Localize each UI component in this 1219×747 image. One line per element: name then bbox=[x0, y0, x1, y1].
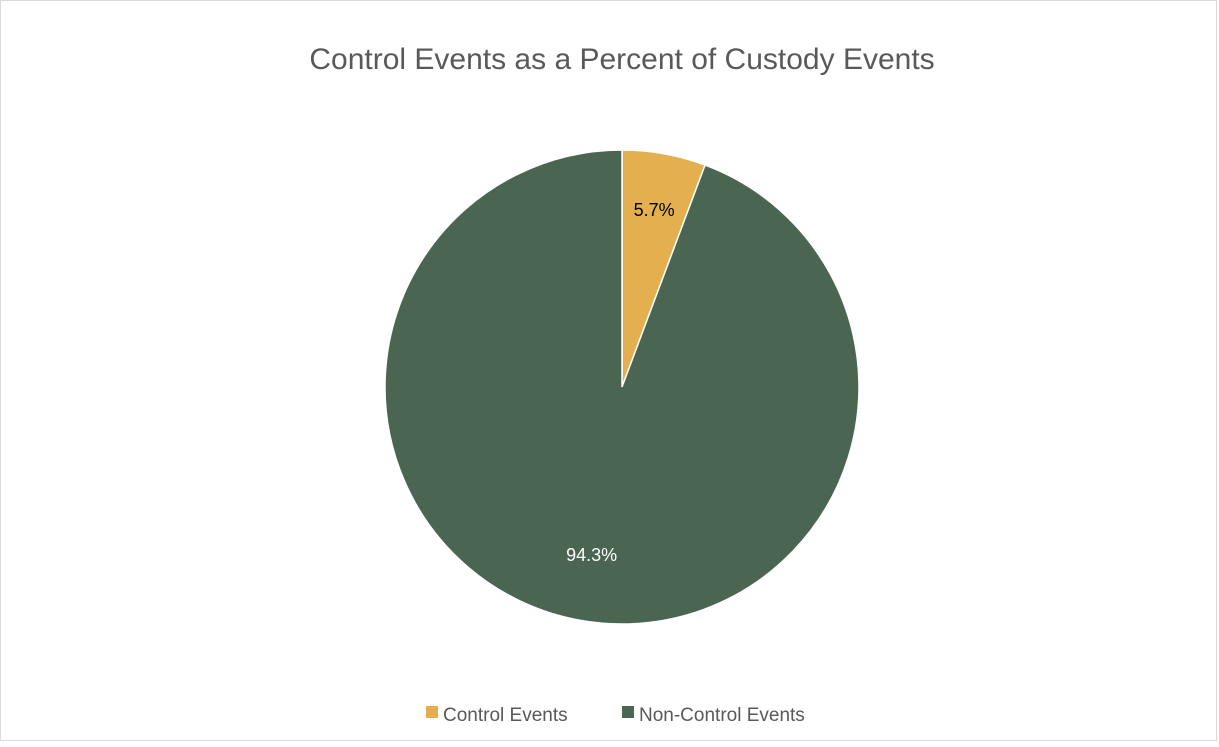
data-label-control-events: 5.7% bbox=[634, 200, 675, 220]
pie-slices bbox=[384, 149, 860, 625]
data-label-non-control-events: 94.3% bbox=[566, 545, 617, 565]
chart-title: Control Events as a Percent of Custody E… bbox=[309, 43, 934, 76]
legend-label-non-control-events: Non-Control Events bbox=[639, 705, 805, 726]
legend-label-control-events: Control Events bbox=[443, 705, 568, 726]
pie-data-labels: 5.7% 94.3% bbox=[566, 200, 675, 565]
legend-swatch-control-events bbox=[426, 706, 438, 718]
legend-swatch-non-control-events bbox=[622, 706, 634, 718]
pie-slice-non-control-events bbox=[384, 149, 860, 625]
chart-legend: Control Events Non-Control Events bbox=[426, 705, 805, 726]
